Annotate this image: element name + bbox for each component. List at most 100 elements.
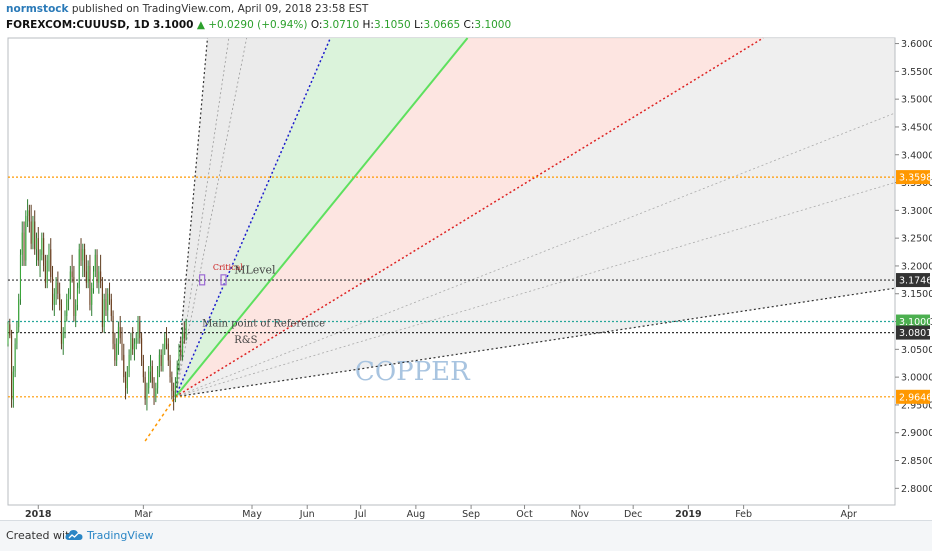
y-tick-label-15: 2.8500 — [901, 456, 932, 467]
footer-bar: Created with TradingView — [0, 520, 932, 551]
candle-body-24 — [50, 249, 52, 278]
candle-body-86 — [160, 354, 162, 367]
candle-body-0 — [7, 324, 9, 344]
candle-body-4 — [14, 343, 16, 372]
candle-body-11 — [27, 210, 29, 216]
fan-line-4 — [174, 37, 469, 398]
candle-body-65 — [123, 354, 125, 378]
close-value: 3.1000 — [474, 19, 512, 31]
tradingview-brand-link[interactable]: TradingView — [87, 529, 154, 542]
candle-body-73 — [137, 321, 139, 339]
candle-body-57 — [108, 293, 111, 300]
candle-body-91 — [169, 360, 171, 378]
candle-body-52 — [100, 271, 102, 283]
y-tick-label-2: 3.5000 — [901, 95, 932, 106]
candle-body-34 — [68, 293, 70, 300]
tradingview-cloud-icon — [65, 530, 83, 540]
x-tick-label-4: Jul — [354, 509, 366, 520]
candle-body-64 — [121, 338, 123, 355]
candle-body-79 — [148, 371, 150, 389]
candle-body-76 — [142, 360, 144, 378]
x-tick-label-5: Aug — [407, 509, 426, 520]
y-tick-label-14: 2.9000 — [901, 428, 932, 439]
candle-body-89 — [165, 338, 168, 344]
x-tick-label-10: 2019 — [675, 509, 701, 520]
candle-body-43 — [84, 249, 86, 272]
x-tick-label-11: Feb — [735, 509, 752, 520]
candle-body-96 — [178, 349, 180, 367]
candle-body-30 — [60, 304, 62, 344]
candle-body-93 — [173, 391, 175, 397]
candle-body-99 — [183, 332, 185, 339]
y-tick-label-1: 3.5500 — [901, 67, 932, 78]
candle-body-2 — [11, 335, 13, 400]
candle-body-83 — [155, 388, 157, 397]
candle-body-63 — [119, 327, 121, 339]
candle-body-75 — [141, 338, 143, 361]
candle-body-66 — [125, 377, 127, 389]
candle-body-13 — [30, 221, 32, 244]
y-tick-label-6: 3.3000 — [901, 206, 932, 217]
candle-body-58 — [110, 299, 112, 316]
candle-body-45 — [87, 265, 89, 283]
x-tick-label-9: Dec — [624, 509, 642, 520]
y-tick-label-16: 2.8000 — [901, 484, 932, 495]
candle-body-25 — [51, 277, 54, 305]
low-value: 3.0665 — [423, 19, 461, 31]
price-change: +0.0290 (+0.94%) — [208, 19, 308, 31]
price-tag-1 — [896, 273, 930, 288]
candle-body-8 — [21, 232, 23, 255]
trend-line-0 — [144, 396, 177, 442]
candle-body-10 — [25, 215, 27, 261]
candle-body-37 — [73, 277, 75, 316]
low-label: L: — [414, 19, 424, 31]
candle-body-23 — [48, 249, 50, 261]
candle-body-80 — [149, 366, 152, 372]
candle-body-62 — [117, 327, 119, 344]
candle-body-29 — [59, 293, 61, 305]
candle-body-95 — [176, 366, 178, 383]
fan-line-7 — [175, 182, 896, 398]
candle-body-22 — [46, 260, 48, 283]
candle-body-33 — [66, 299, 68, 316]
price-tag-3 — [896, 325, 930, 340]
candle-body-39 — [76, 288, 78, 305]
candle-body-42 — [82, 249, 84, 261]
candle-body-77 — [144, 377, 146, 400]
annotation-0: Critical — [213, 263, 244, 272]
candle-body-36 — [71, 271, 73, 278]
fan-fill-3 — [175, 38, 895, 397]
fan-line-3 — [174, 37, 332, 398]
candle-body-82 — [153, 382, 155, 397]
price-tag-label-2: 3.1000 — [899, 317, 932, 328]
candle-body-85 — [158, 354, 160, 372]
candle-body-21 — [44, 265, 46, 283]
price-tag-label-3: 3.0801 — [899, 328, 932, 339]
marker-1 — [220, 274, 227, 286]
candle-body-87 — [162, 349, 164, 367]
candle-body-41 — [80, 249, 82, 261]
candle-body-74 — [139, 321, 141, 339]
candle-body-3 — [12, 371, 14, 400]
candle-body-14 — [32, 221, 34, 244]
author-name[interactable]: normstock — [6, 3, 69, 15]
annotation-2: Main point of Reference — [202, 319, 325, 330]
chart-header: normstock published on TradingView.com, … — [6, 2, 926, 38]
annotation-1: MLevel — [234, 264, 276, 277]
candle-body-17 — [37, 238, 39, 261]
candle-body-61 — [116, 343, 118, 361]
candle-body-12 — [28, 210, 30, 222]
candle-body-15 — [34, 221, 36, 250]
candle-body-59 — [112, 315, 114, 344]
y-tick-label-11: 3.0500 — [901, 345, 932, 356]
y-tick-label-13: 2.9500 — [901, 400, 932, 411]
candle-body-51 — [98, 271, 100, 283]
x-tick-label-3: Jun — [299, 509, 315, 520]
last-price: 3.1000 — [152, 19, 194, 31]
price-tag-4 — [896, 389, 930, 404]
high-label: H: — [362, 19, 374, 31]
y-tick-label-0: 3.6000 — [901, 39, 932, 50]
candle-body-1 — [9, 324, 11, 336]
candle-body-81 — [151, 366, 153, 383]
